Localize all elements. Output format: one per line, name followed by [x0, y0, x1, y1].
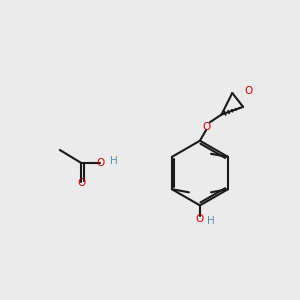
Text: O: O [77, 178, 86, 188]
Text: H: H [207, 216, 214, 226]
Text: O: O [96, 158, 104, 168]
Text: O: O [202, 122, 210, 132]
Text: O: O [196, 214, 204, 224]
Text: O: O [244, 86, 253, 96]
Text: H: H [110, 156, 118, 166]
